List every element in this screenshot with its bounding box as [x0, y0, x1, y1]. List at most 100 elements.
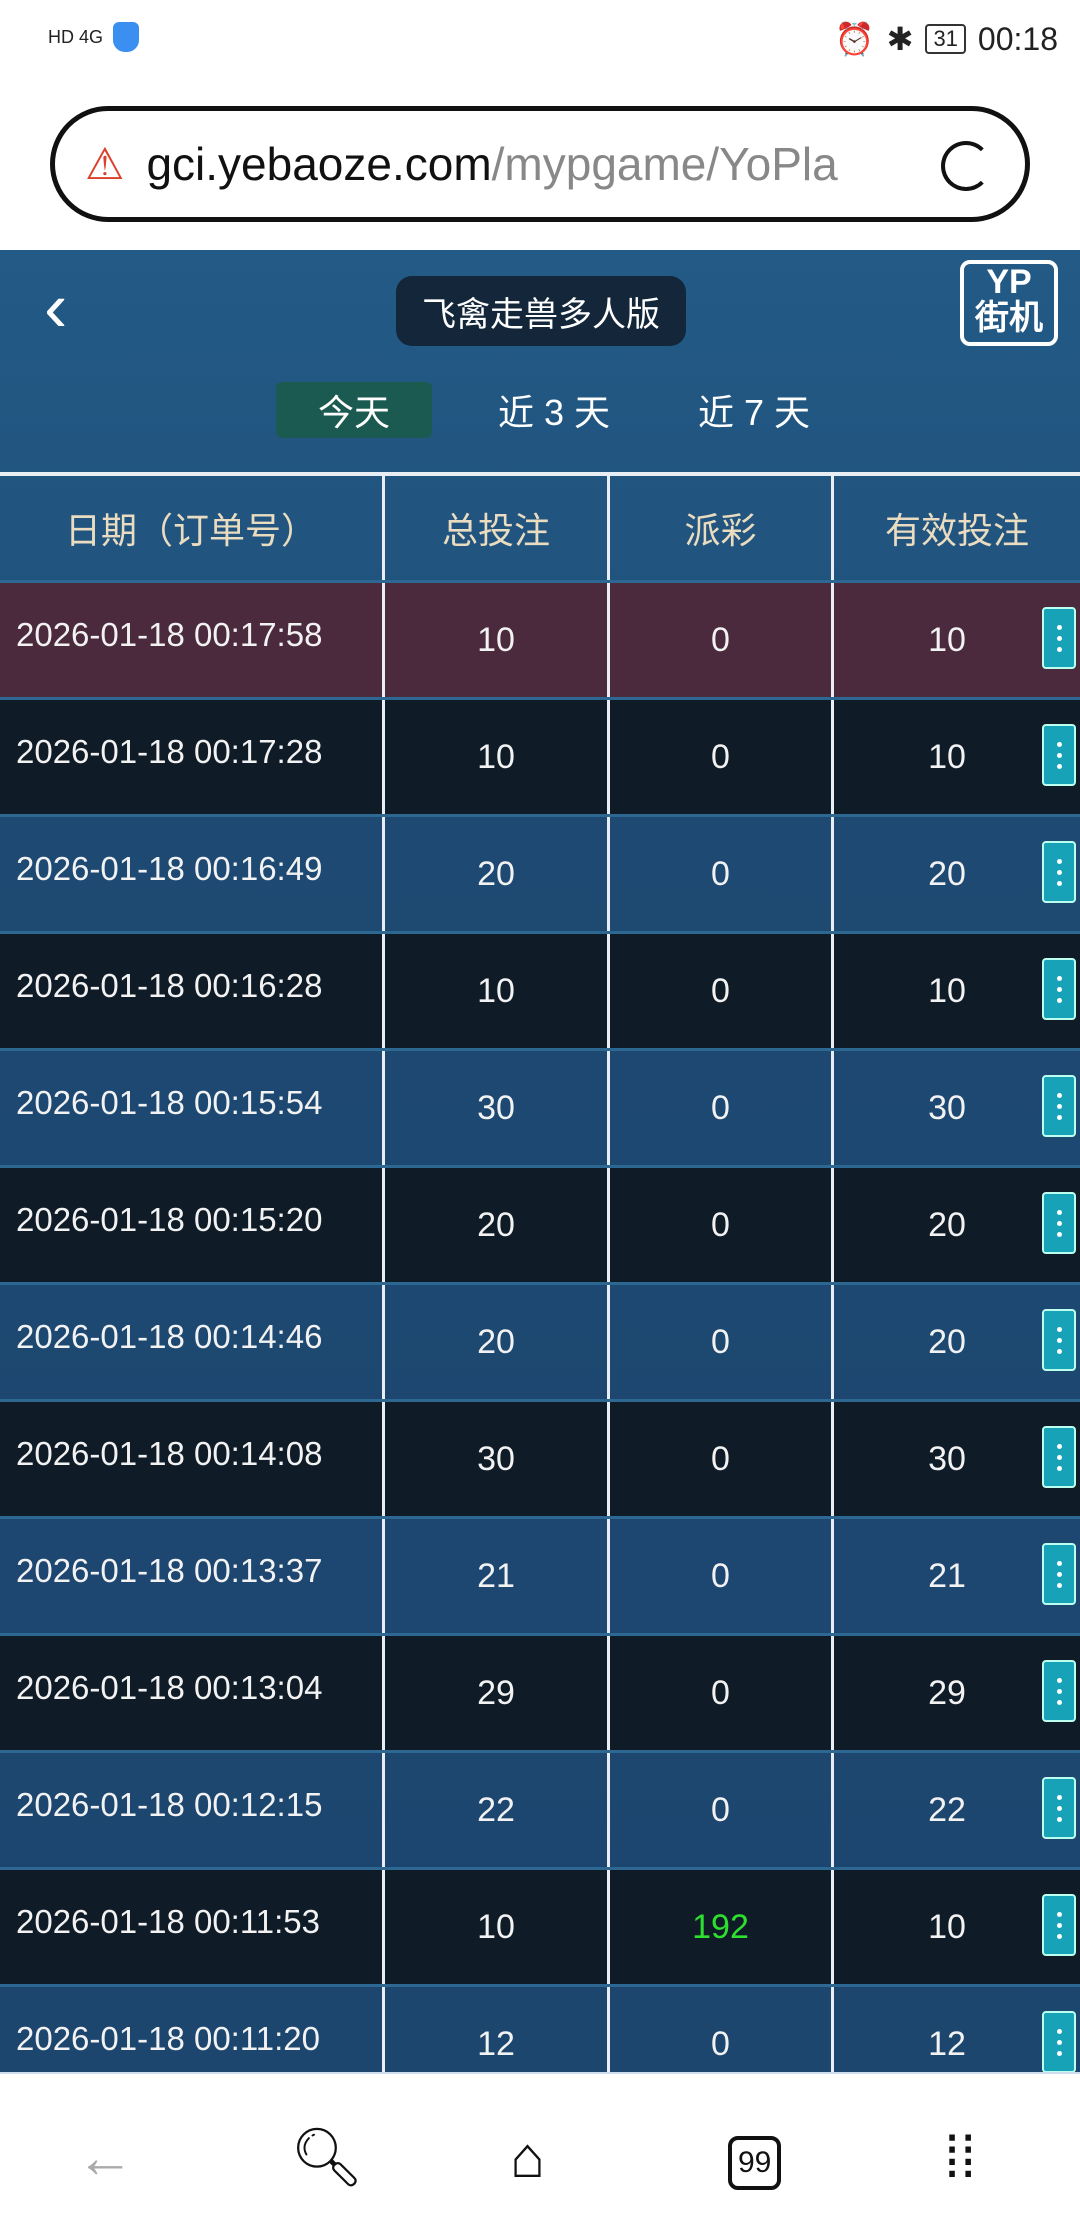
- address-bar[interactable]: ⚠ gci.yebaoze.com/mypgame/YoPla: [50, 106, 1030, 222]
- cell-date: 2026-01-18 00:17:28: [0, 700, 385, 814]
- table-row: 2026-01-18 00:11:20 12 0 12: [0, 1984, 1080, 2072]
- col-date: 日期（订单号）: [0, 476, 385, 580]
- row-more-button[interactable]: [1042, 1543, 1076, 1605]
- row-more-button[interactable]: [1042, 1777, 1076, 1839]
- cell-total-bet: 10: [385, 1870, 610, 1984]
- col-payout: 派彩: [610, 476, 834, 580]
- date-range-tabs: 今天 近 3 天 近 7 天: [276, 382, 854, 438]
- cell-valid-bet: 10: [928, 737, 966, 776]
- table-row: 2026-01-18 00:14:08 30 0 30: [0, 1399, 1080, 1516]
- row-more-button[interactable]: [1042, 958, 1076, 1020]
- cell-valid-bet: 30: [928, 1088, 966, 1127]
- table-row: 2026-01-18 00:12:15 22 0 22: [0, 1750, 1080, 1867]
- home-icon[interactable]: ⌂: [510, 2125, 546, 2190]
- cell-payout: 0: [610, 583, 834, 697]
- table-row: 2026-01-18 00:16:49 20 0 20: [0, 814, 1080, 931]
- cell-date: 2026-01-18 00:15:20: [0, 1168, 385, 1282]
- table-row: 2026-01-18 00:17:28 10 0 10: [0, 697, 1080, 814]
- cell-date: 2026-01-18 00:15:54: [0, 1051, 385, 1165]
- cell-valid-bet: 12: [928, 2024, 966, 2063]
- cell-payout: 192: [610, 1870, 834, 1984]
- cell-payout: 0: [610, 1519, 834, 1633]
- cell-payout: 0: [610, 934, 834, 1048]
- row-more-button[interactable]: [1042, 724, 1076, 786]
- table-header: 日期（订单号） 总投注 派彩 有效投注: [0, 472, 1080, 580]
- cell-total-bet: 12: [385, 1987, 610, 2072]
- cell-payout: 0: [610, 1285, 834, 1399]
- cell-total-bet: 20: [385, 1168, 610, 1282]
- cell-total-bet: 30: [385, 1402, 610, 1516]
- cell-date: 2026-01-18 00:14:46: [0, 1285, 385, 1399]
- game-history-page: ‹ 飞禽走兽多人版 YP 街机 今天 近 3 天 近 7 天 日期（订单号） 总投…: [0, 250, 1080, 2072]
- cell-payout: 0: [610, 1753, 834, 1867]
- clock: 00:18: [977, 20, 1058, 57]
- tab-today[interactable]: 今天: [276, 382, 432, 438]
- cell-date: 2026-01-18 00:14:08: [0, 1402, 385, 1516]
- cell-payout: 0: [610, 1987, 834, 2072]
- cell-total-bet: 20: [385, 1285, 610, 1399]
- search-icon[interactable]: 🔍︎: [290, 2125, 364, 2190]
- tab-7-days[interactable]: 近 7 天: [697, 392, 811, 433]
- bluetooth-icon: ✱: [886, 21, 914, 57]
- table-row: 2026-01-18 00:11:53 10 192 10: [0, 1867, 1080, 1984]
- url-text[interactable]: gci.yebaoze.com/mypgame/YoPla: [146, 137, 926, 191]
- reload-icon[interactable]: [941, 141, 991, 191]
- cell-total-bet: 30: [385, 1051, 610, 1165]
- cell-date: 2026-01-18 00:16:49: [0, 817, 385, 931]
- row-more-button[interactable]: [1042, 1192, 1076, 1254]
- battery-icon: 31: [925, 24, 966, 54]
- url-host: gci.yebaoze.com: [146, 138, 492, 190]
- cell-date: 2026-01-18 00:13:37: [0, 1519, 385, 1633]
- row-more-button[interactable]: [1042, 2011, 1076, 2072]
- row-more-button[interactable]: [1042, 1075, 1076, 1137]
- table-row: 2026-01-18 00:15:20 20 0 20: [0, 1165, 1080, 1282]
- row-more-button[interactable]: [1042, 1660, 1076, 1722]
- cell-payout: 0: [610, 1402, 834, 1516]
- tab-3-days[interactable]: 近 3 天: [497, 392, 611, 433]
- table-row: 2026-01-18 00:13:04 29 0 29: [0, 1633, 1080, 1750]
- table-row: 2026-01-18 00:13:37 21 0 21: [0, 1516, 1080, 1633]
- cell-payout: 0: [610, 1636, 834, 1750]
- back-chevron-icon[interactable]: ‹: [44, 268, 68, 346]
- back-arrow-icon[interactable]: ←: [76, 2125, 134, 2190]
- game-title: 飞禽走兽多人版: [396, 276, 686, 346]
- cell-total-bet: 10: [385, 583, 610, 697]
- table-row: 2026-01-18 00:17:58 10 0 10: [0, 580, 1080, 697]
- cell-valid-bet: 21: [928, 1556, 966, 1595]
- cell-valid-bet: 30: [928, 1439, 966, 1478]
- cell-date: 2026-01-18 00:12:15: [0, 1753, 385, 1867]
- row-more-button[interactable]: [1042, 607, 1076, 669]
- alarm-icon: ⏰: [834, 21, 875, 57]
- cell-total-bet: 10: [385, 700, 610, 814]
- tabs-count-button[interactable]: 99: [728, 2136, 782, 2190]
- shield-icon: [113, 22, 140, 52]
- table-row: 2026-01-18 00:16:28 10 0 10: [0, 931, 1080, 1048]
- warning-icon: ⚠: [85, 139, 125, 189]
- cell-total-bet: 20: [385, 817, 610, 931]
- row-more-button[interactable]: [1042, 1309, 1076, 1371]
- cell-date: 2026-01-18 00:13:04: [0, 1636, 385, 1750]
- signal-icon: HD 4G: [48, 26, 104, 47]
- row-more-button[interactable]: [1042, 841, 1076, 903]
- more-dots-icon[interactable]: ⁞⁞: [944, 2125, 977, 2190]
- row-more-button[interactable]: [1042, 1426, 1076, 1488]
- cell-valid-bet: 10: [928, 620, 966, 659]
- cell-date: 2026-01-18 00:16:28: [0, 934, 385, 1048]
- table-row: 2026-01-18 00:15:54 30 0 30: [0, 1048, 1080, 1165]
- cell-valid-bet: 22: [928, 1790, 966, 1829]
- url-path: /mypgame/YoPla: [491, 138, 838, 190]
- cell-date: 2026-01-18 00:11:53: [0, 1870, 385, 1984]
- cell-valid-bet: 29: [928, 1673, 966, 1712]
- cell-payout: 0: [610, 1051, 834, 1165]
- cell-payout: 0: [610, 817, 834, 931]
- cell-payout: 0: [610, 1168, 834, 1282]
- cell-valid-bet: 20: [928, 1205, 966, 1244]
- cell-total-bet: 29: [385, 1636, 610, 1750]
- cell-date: 2026-01-18 00:11:20: [0, 1987, 385, 2072]
- row-more-button[interactable]: [1042, 1894, 1076, 1956]
- cell-total-bet: 10: [385, 934, 610, 1048]
- table-body: 2026-01-18 00:17:58 10 0 10 2026-01-18 0…: [0, 580, 1080, 2072]
- table-row: 2026-01-18 00:14:46 20 0 20: [0, 1282, 1080, 1399]
- cell-total-bet: 22: [385, 1753, 610, 1867]
- cell-date: 2026-01-18 00:17:58: [0, 583, 385, 697]
